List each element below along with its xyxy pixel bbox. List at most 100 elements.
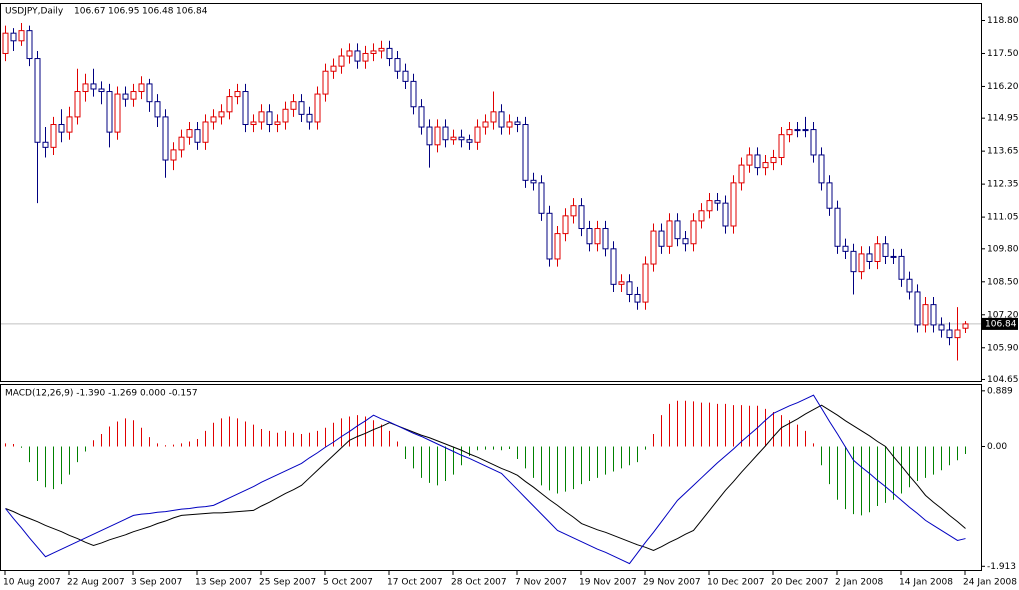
candle-body [242,91,249,126]
candle-body [810,129,817,156]
y-tick-label: 112.35 [987,180,1019,190]
y-tick-label: 105.90 [987,343,1019,353]
candle-body [146,83,153,103]
candle-body [154,101,161,118]
candle-body [794,129,801,132]
y-tick-label: 116.20 [987,82,1019,92]
candle-body [82,83,89,93]
candle-body [122,93,129,100]
candle-body [946,329,953,339]
candle-body [282,108,289,123]
candle-body [330,65,337,72]
candle-body [578,205,585,230]
candle-body [506,121,513,128]
candle-body [754,154,761,169]
candle-body [658,230,665,247]
candle-body [98,88,105,93]
candle-body [626,281,633,295]
macd-line [5,394,966,565]
y-tick-label: 118.80 [987,16,1019,26]
x-tick-label: 10 Dec 2007 [707,578,765,588]
macd-layer [5,394,966,565]
macd-title: MACD(12,26,9) -1.390 -1.269 0.000 -0.157 [5,389,198,399]
candle-body [490,111,497,123]
candle-body [450,136,457,141]
y-tick-label: 113.65 [987,147,1019,157]
candle-body [458,136,465,141]
candle-body [386,47,393,60]
y-tick-label: 109.80 [987,244,1019,254]
price-panel [0,3,982,382]
candle-body [322,70,329,95]
candle-body [634,293,641,303]
candle-body [178,136,185,151]
candle-body [866,253,873,263]
candle-body [90,83,97,90]
candle-body [890,255,897,258]
x-tick-label: 25 Sep 2007 [259,578,316,588]
candle-body [170,149,177,161]
candle-body [362,52,369,62]
candle-body [130,91,137,100]
candle-body [698,210,705,222]
candle-body [690,220,697,245]
candle-body [954,329,961,339]
candle-body [298,101,305,115]
candle-body [306,113,313,123]
candle-body [466,139,473,143]
candle-body [266,111,273,126]
y-tick-label: 108.50 [987,277,1019,287]
candle-body [882,243,889,257]
candle-body [602,228,609,250]
y-tick-label: 104.65 [987,375,1019,385]
y-tick-label: 114.95 [987,114,1019,124]
candle-body [770,156,777,164]
candle-body [898,255,905,280]
x-tick-label: 29 Nov 2007 [643,578,701,588]
candle-body [930,304,937,326]
macd-panel [0,384,982,571]
candle-body [674,220,681,240]
candle-body [186,129,193,138]
candle-body [162,116,169,161]
ohlc-open: 106.67 [74,7,106,17]
price-layer [1,23,981,361]
ohlc-close: 106.84 [176,7,208,17]
candle-body [538,182,545,214]
candle-body [562,215,569,235]
candle-body [250,121,257,126]
candle-body [394,58,401,72]
candle-body [482,121,489,128]
candle-body [842,245,849,252]
candle-body [666,220,673,247]
ohlc-low: 106.48 [142,7,174,17]
candle-body [762,162,769,169]
candle-body [610,248,617,285]
candle-body [554,233,561,260]
candle-body [226,96,233,113]
candle-body [522,124,529,181]
candle-body [74,91,81,118]
candle-body [858,253,865,273]
candle-body [194,129,201,143]
candle-body [682,238,689,245]
x-tick-label: 14 Jan 2008 [899,578,953,588]
candle-body [738,164,745,184]
candle-body [106,91,113,133]
y-tick-label: 0.889 [987,386,1013,396]
candle-body [834,207,841,247]
candle-body [594,228,601,245]
y-tick-label: 111.05 [987,213,1019,223]
candle-body [290,101,297,110]
candle-body [434,126,441,146]
candle-body [546,212,553,260]
candle-body [426,126,433,146]
candle-body [354,50,361,62]
x-tick-label: 17 Oct 2007 [387,578,443,588]
x-tick-label: 7 Nov 2007 [515,578,567,588]
candle-body [378,47,385,52]
candle-body [778,134,785,158]
candle-body [746,154,753,166]
x-tick-label: 3 Sep 2007 [131,578,182,588]
